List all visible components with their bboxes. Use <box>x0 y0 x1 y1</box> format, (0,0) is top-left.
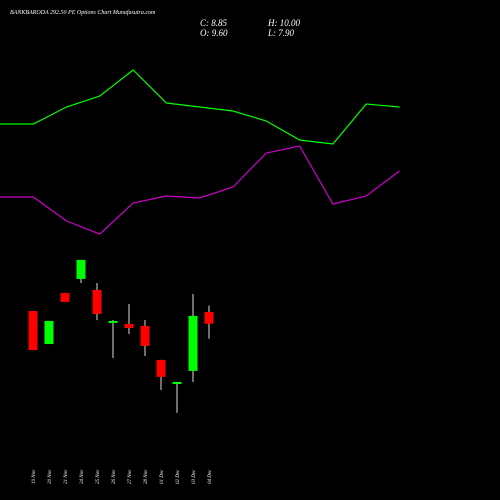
candle-body <box>156 359 166 377</box>
x-tick-label: 21 Nov <box>64 469 69 484</box>
x-tick-label: 27 Nov <box>128 469 133 484</box>
candle-body <box>28 311 38 351</box>
close-label: C: 8.85 <box>200 18 228 28</box>
candle-body <box>204 311 214 324</box>
candle-body <box>188 315 198 371</box>
x-tick-label: 19 Nov <box>32 469 37 484</box>
candle-body <box>140 325 150 346</box>
candle-body <box>60 292 70 302</box>
x-tick-label: 28 Nov <box>144 469 149 484</box>
x-tick-label: 02 Dec <box>176 469 181 484</box>
line-series <box>0 145 400 235</box>
low-label: L: 7.90 <box>267 28 295 38</box>
candle-body <box>76 259 86 279</box>
x-tick-label: 01 Dec <box>160 469 165 484</box>
x-tick-label: 03 Dec <box>192 469 197 484</box>
chart-title: BANKBARODA 292.50 PE Options Chart Munaf… <box>10 9 156 16</box>
candle-body <box>172 381 182 384</box>
x-tick-label: 25 Nov <box>96 469 101 484</box>
candle-body <box>44 320 54 345</box>
candle-body <box>124 323 134 329</box>
open-label: O: 9.60 <box>200 28 228 38</box>
x-tick-label: 20 Nov <box>48 469 53 484</box>
candle-body <box>108 320 118 323</box>
x-tick-label: 26 Nov <box>112 469 117 484</box>
x-tick-label: 24 Nov <box>80 469 85 484</box>
x-tick-label: 04 Dec <box>208 469 213 484</box>
candle-body <box>92 289 102 315</box>
high-label: H: 10.00 <box>267 18 300 28</box>
line-series <box>0 69 400 145</box>
